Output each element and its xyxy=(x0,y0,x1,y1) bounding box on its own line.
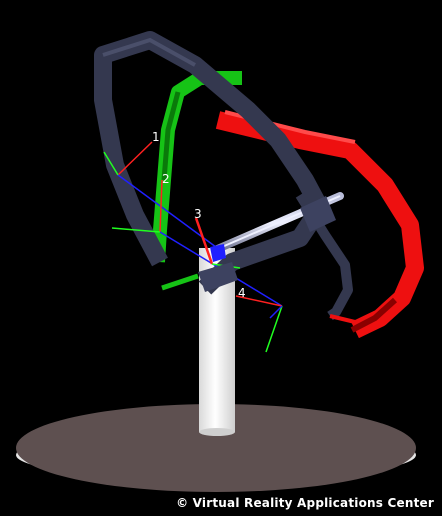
frame-label-3: 3 xyxy=(194,207,202,221)
gimbal-bracket xyxy=(198,196,336,292)
frame-label-1: 1 xyxy=(152,130,160,144)
outer-dark-ring xyxy=(94,31,356,324)
frame-label-4: 4 xyxy=(238,286,246,300)
coordinate-frames xyxy=(103,141,283,353)
base-disk xyxy=(16,404,416,492)
frame-label-2: 2 xyxy=(162,172,170,186)
axle-hub xyxy=(210,244,226,262)
copyright-credit: © Virtual Reality Applications Center xyxy=(176,496,434,510)
